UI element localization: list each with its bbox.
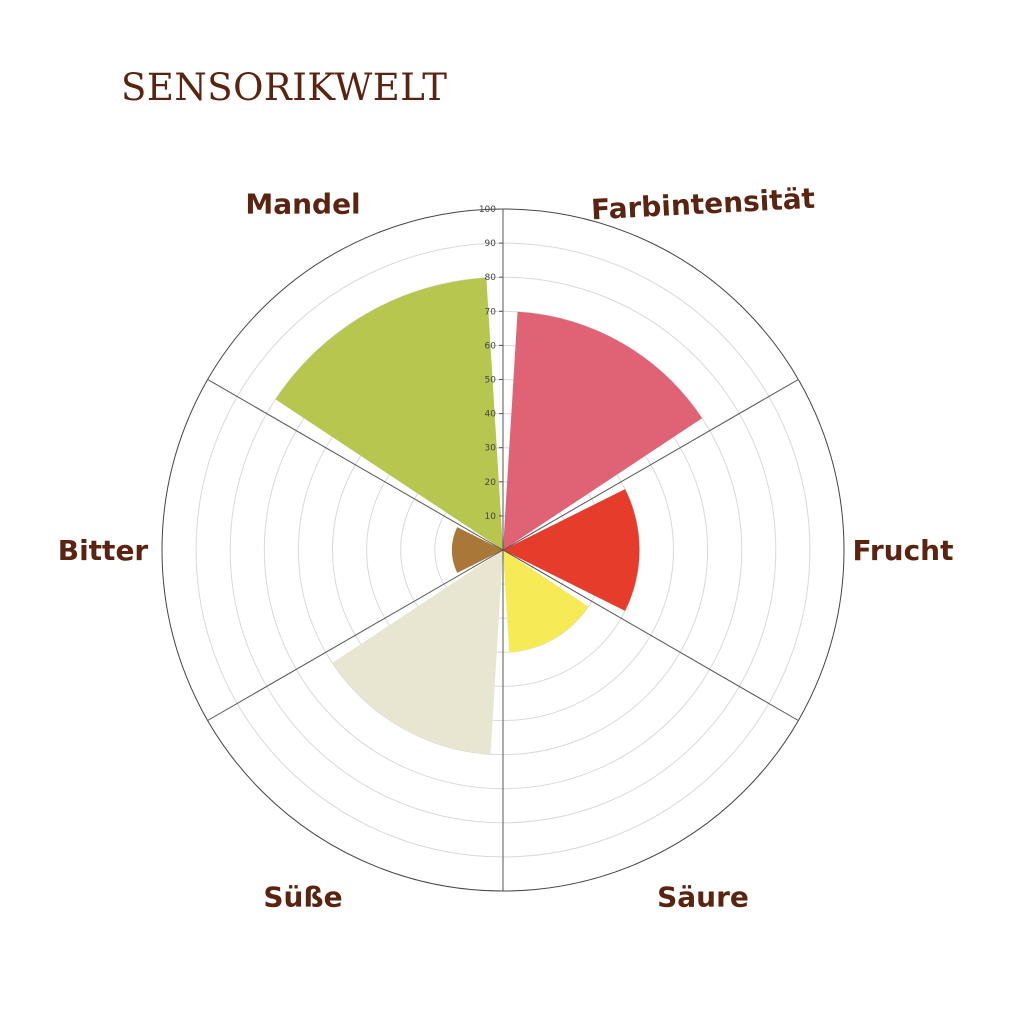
- tick-label: 70: [485, 307, 497, 317]
- tick-label: 30: [485, 444, 497, 454]
- category-label-saure: Säure: [657, 880, 749, 913]
- radial-axis-line: [207, 379, 504, 551]
- category-label-frucht: Frucht: [853, 534, 954, 567]
- tick-label: 90: [485, 239, 497, 249]
- category-label-mandel: Mandel: [245, 188, 360, 221]
- category-label-susse: Süße: [263, 880, 342, 913]
- tick-label: 100: [479, 205, 496, 215]
- sector-frucht: [503, 489, 640, 611]
- category-label-farbintensitat: Farbintensität: [590, 182, 815, 227]
- category-label-bitter: Bitter: [58, 534, 149, 567]
- tick-label: 80: [485, 273, 497, 283]
- sector-farbintensitat: [503, 311, 703, 550]
- radial-axis-line: [502, 549, 799, 721]
- tick-label: 50: [485, 376, 497, 386]
- sector-susse: [332, 550, 503, 755]
- tick-label: 40: [485, 410, 497, 420]
- sector-mandel: [275, 277, 503, 550]
- tick-label: 20: [485, 478, 497, 488]
- sector-saure: [503, 550, 589, 653]
- radial-axis-line: [502, 379, 799, 551]
- radial-axis-line: [207, 549, 504, 721]
- page-title: SENSORIKWELT: [121, 66, 448, 109]
- sectors: [275, 277, 703, 755]
- labels: Farbintensität Frucht Säure Süße Bitter Mande…: [58, 182, 954, 914]
- sector-bitter: [451, 527, 503, 573]
- tick-label: 60: [485, 341, 497, 351]
- axes: 10 20 30 40 50 60 70 80 90 100: [207, 205, 799, 891]
- tick-label: 10: [485, 512, 497, 522]
